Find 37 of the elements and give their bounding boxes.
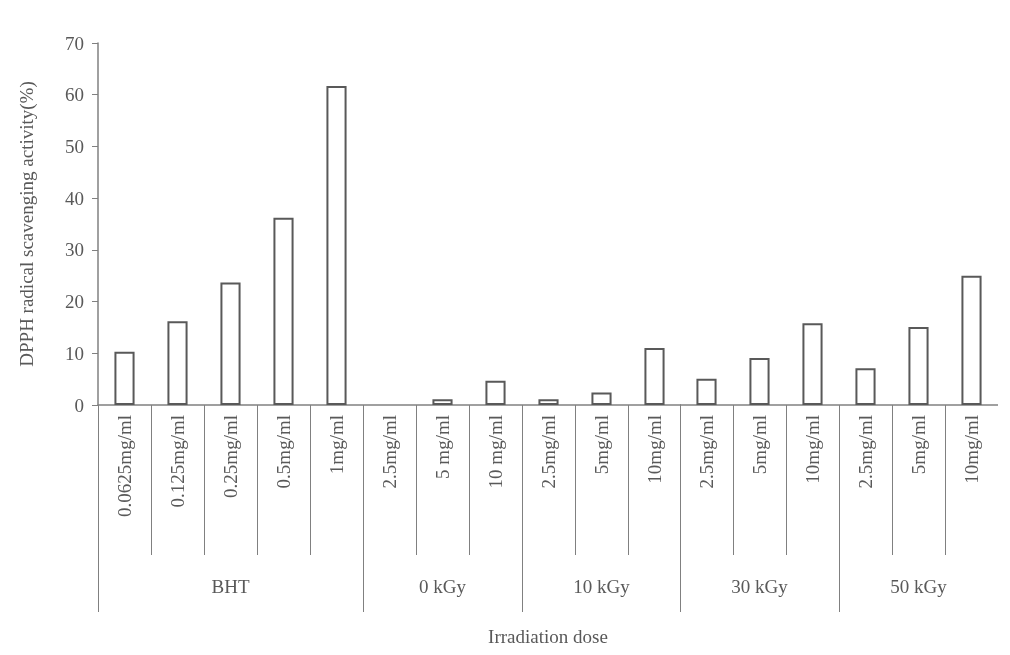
x-tick-label: 5 mg/ml (431, 415, 453, 479)
x-tick-label: 0.125mg/ml (167, 415, 188, 508)
y-tick-label: 10 (65, 342, 84, 364)
x-axis-title: 30 kGy (731, 576, 789, 597)
bar (326, 85, 347, 405)
x-axis-title: 10 kGy (572, 576, 630, 597)
x-axis-title: BHT (211, 576, 250, 597)
y-tick-label: 50 (65, 135, 84, 157)
bar (167, 321, 188, 405)
x-axis-title: 0 kGy (418, 576, 467, 597)
y-tick-label: 20 (65, 291, 84, 313)
y-tick-label: 0 (74, 394, 84, 416)
x-tick-label: 10mg/ml (802, 415, 824, 484)
x-tick-label: 10mg/ml (643, 415, 665, 484)
x-tick-label: 5mg/ml (908, 415, 930, 475)
x-tick-label: 2.5mg/ml (378, 415, 400, 489)
x-tick-label: 0.0625mg/ml (114, 415, 135, 517)
x-tick-label: 0.5mg/ml (273, 415, 294, 489)
bar (273, 217, 294, 405)
x-tick-label: 1mg/ml (326, 415, 347, 475)
bar (114, 351, 135, 405)
x-tick-label: 5mg/ml (590, 415, 612, 475)
x-axis-title: 50 kGy (890, 576, 948, 597)
text: Irradiation dose (488, 626, 608, 648)
y-tick-label: 40 (65, 187, 84, 209)
x-tick-label: 2.5mg/ml (696, 415, 718, 489)
y-tick-label: 70 (65, 32, 84, 54)
x-tick-label: 0.25mg/ml (220, 415, 241, 498)
x-tick-label: 10 mg/ml (484, 415, 506, 489)
x-tick-label: 2.5mg/ml (855, 415, 877, 489)
bar (220, 282, 241, 405)
y-tick-label: 30 (65, 239, 84, 261)
y-axis-title: DPPH radical scavenging activity(%) (16, 81, 38, 367)
x-tick-label: 5mg/ml (749, 415, 771, 475)
x-tick-label: 2.5mg/ml (537, 415, 559, 489)
y-tick-label: 60 (65, 84, 84, 106)
x-tick-label: 10mg/ml (961, 415, 983, 484)
